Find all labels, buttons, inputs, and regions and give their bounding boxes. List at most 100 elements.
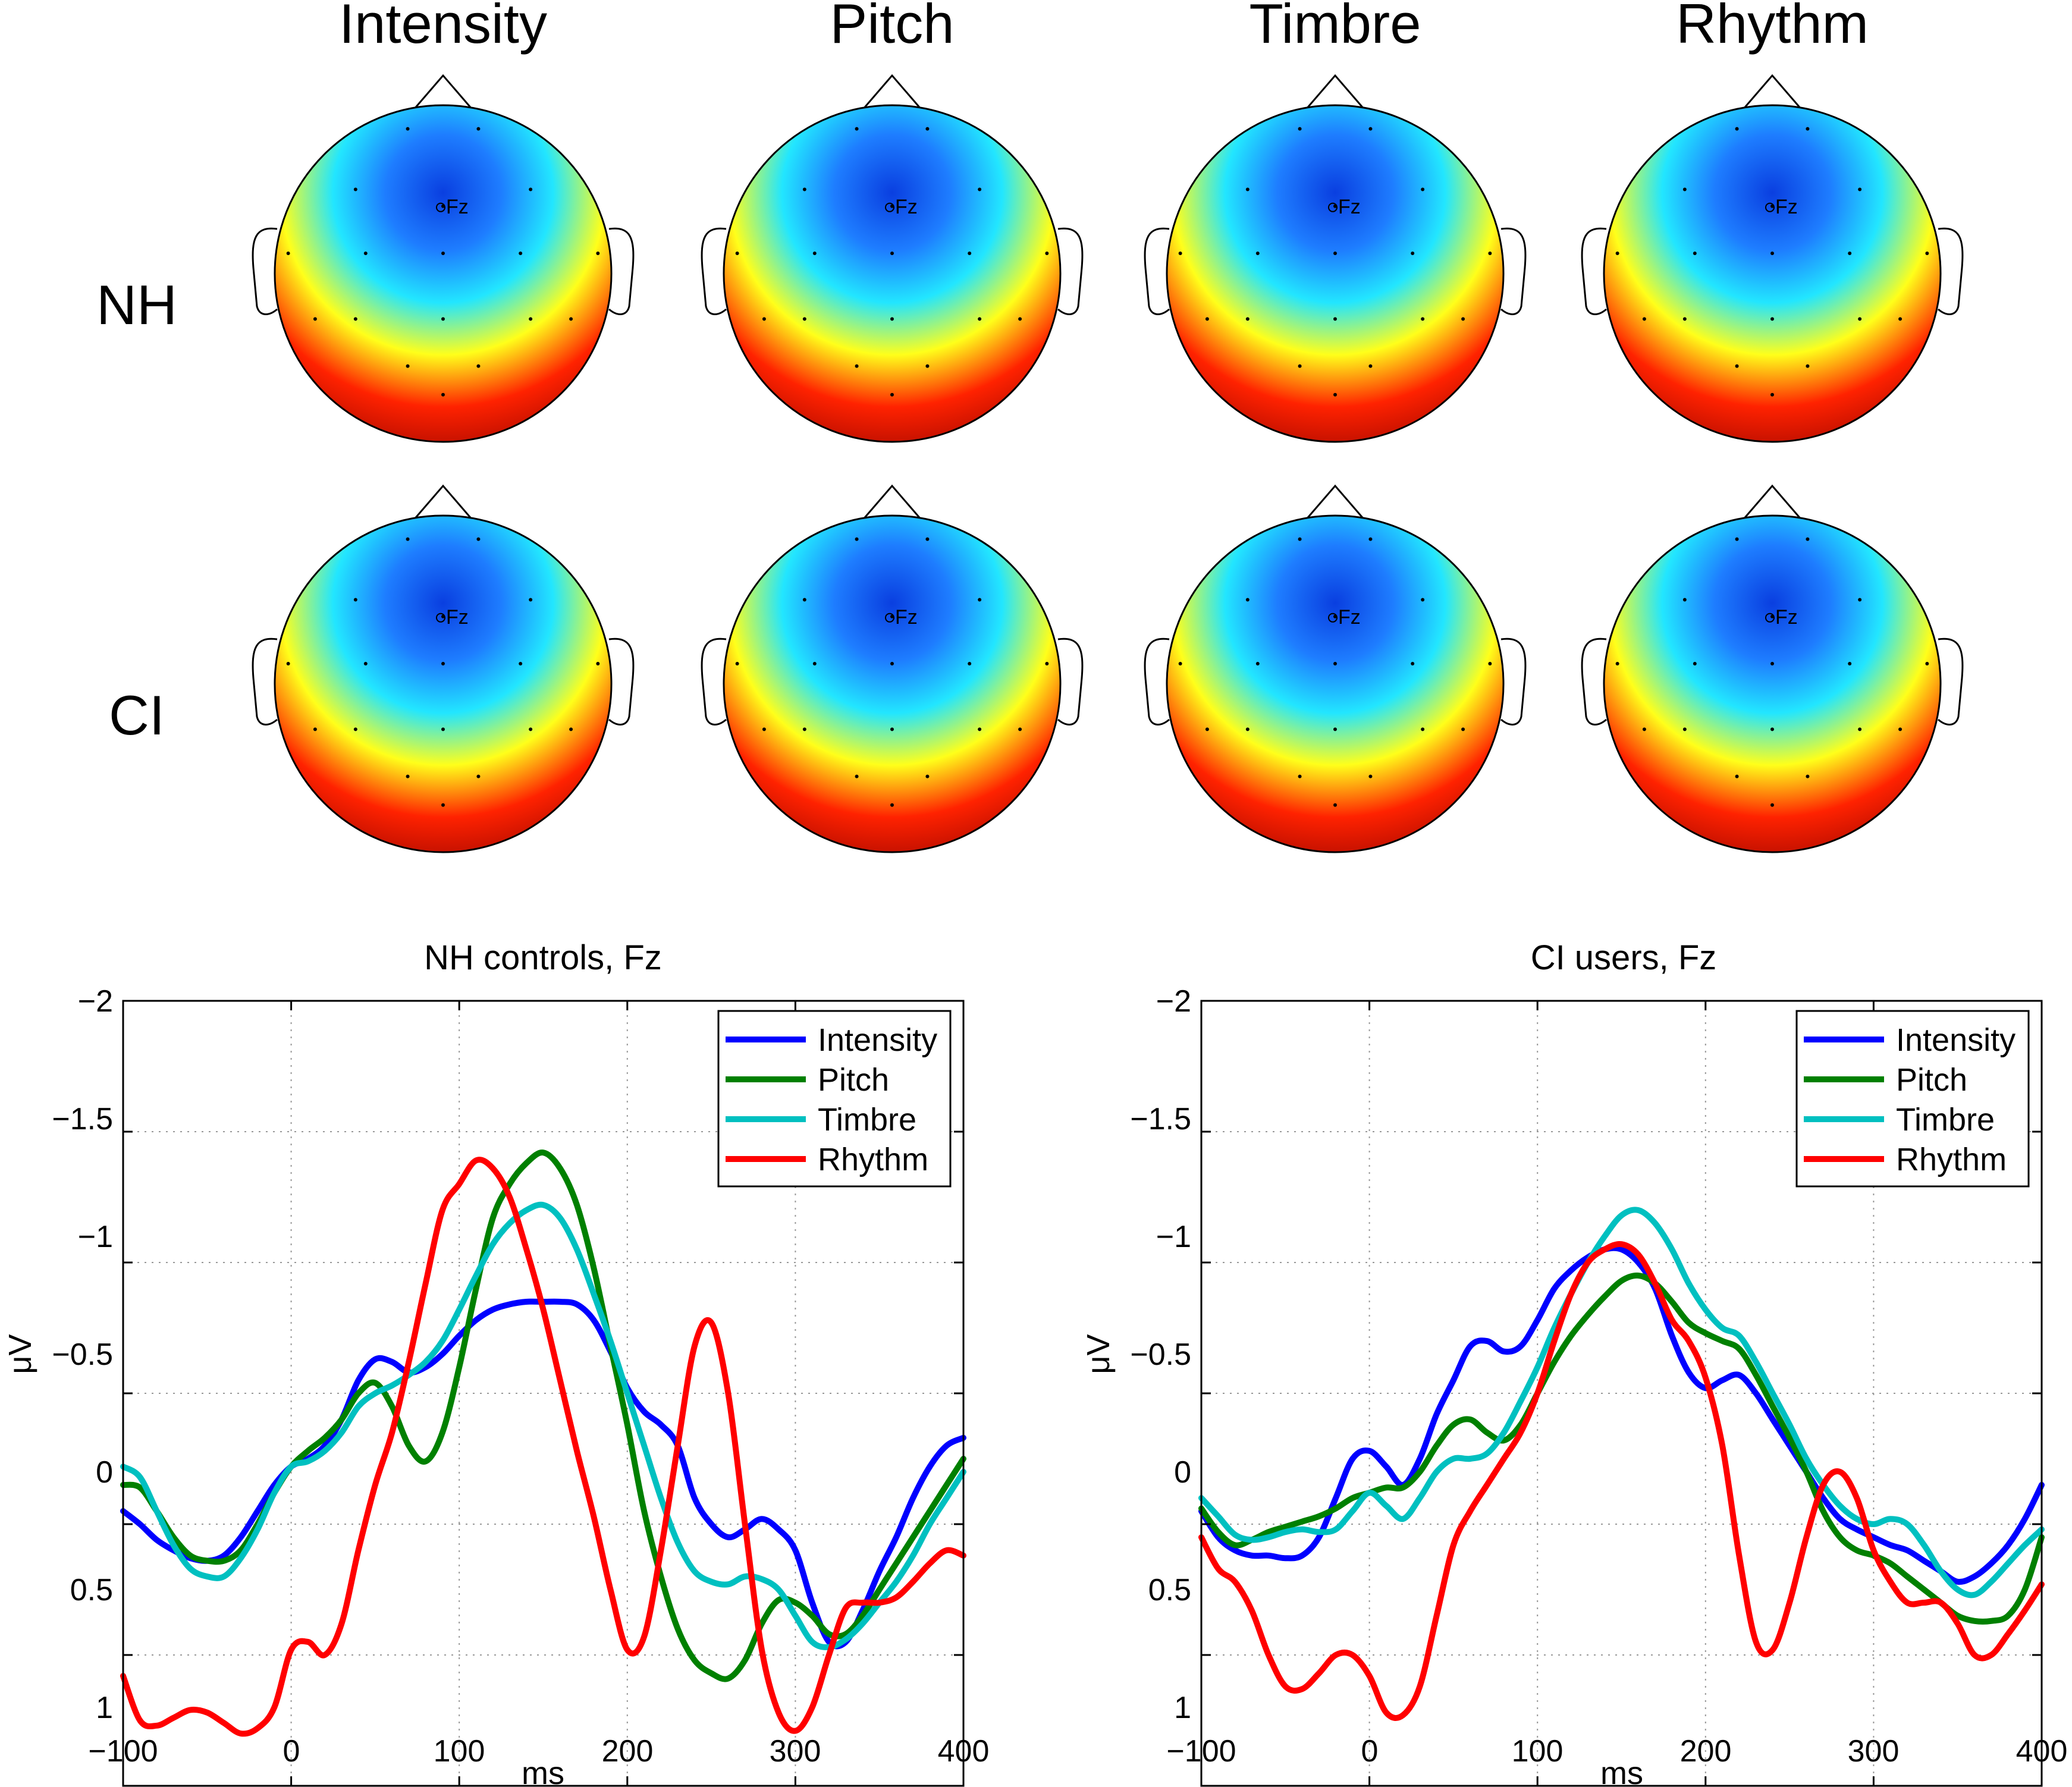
legend-label-intensity: Intensity (818, 1022, 937, 1058)
electrode-dot (406, 364, 410, 368)
electrode-dot (1770, 803, 1774, 807)
x-tick-label: 0 (283, 1734, 300, 1769)
electrode-dot (1642, 317, 1646, 321)
electrode-dot (1178, 252, 1182, 256)
electrode-dot (569, 317, 573, 321)
nose-outline (861, 484, 923, 521)
electrode-dot (890, 317, 894, 321)
scalp-map (274, 104, 613, 443)
electrode-dot (890, 727, 894, 731)
electrode-dot (1461, 727, 1465, 731)
y-axis-label: μV (1081, 1334, 1116, 1374)
electrode-dot (529, 598, 533, 602)
electrode-dot (802, 187, 806, 191)
electrode-dot (1421, 598, 1425, 602)
fz-electrode-label: Fz (1338, 196, 1361, 218)
fz-electrode-marker (885, 202, 894, 212)
fz-electrode-label: Fz (1338, 606, 1361, 629)
electrode-dot (1368, 364, 1373, 368)
electrode-dot (762, 317, 766, 321)
series-line-timbre (1198, 1207, 2045, 1598)
electrode-dot (1770, 252, 1774, 256)
series-line-rhythm (1198, 1240, 2045, 1721)
electrode-dot (1693, 662, 1697, 666)
legend-label-timbre: Timbre (1896, 1102, 1995, 1138)
left-ear-outline (1144, 637, 1170, 726)
topomap-ci-intensity: Fz (252, 484, 635, 853)
fz-electrode-marker (1328, 613, 1338, 623)
fz-electrode-label: Fz (895, 606, 918, 629)
fz-electrode-marker (885, 613, 894, 623)
electrode-dot (1461, 317, 1465, 321)
fz-electrode-label: Fz (446, 196, 469, 218)
electrode-dot (1333, 662, 1337, 666)
electrode-dot (1615, 662, 1619, 666)
nose-outline (1741, 484, 1803, 521)
electrode-dot (406, 774, 410, 778)
electrode-dot (1245, 727, 1250, 731)
electrode-dot (1770, 392, 1774, 397)
right-ear-outline (1500, 637, 1527, 726)
left-ear-outline (701, 227, 727, 315)
nose-outline (1304, 484, 1366, 521)
x-tick-label: 200 (602, 1734, 654, 1769)
electrode-dot (1245, 598, 1250, 602)
column-title-pitch: Pitch (830, 0, 955, 55)
electrode-dot (441, 803, 445, 807)
y-tick-label: −2 (78, 984, 113, 1019)
electrode-dot (1615, 252, 1619, 256)
electrode-dot (1333, 803, 1337, 807)
series-line-rhythm (120, 1157, 966, 1737)
x-tick-labels: −100 0 100 200 300 400 (1166, 1734, 2067, 1769)
electrode-dot (802, 598, 806, 602)
topomap-nh-intensity: Fz (252, 74, 635, 443)
scalp-map (1603, 104, 1942, 443)
y-tick-label: 0.5 (1148, 1573, 1191, 1607)
electrode-dot (1298, 364, 1302, 368)
electrode-dot (812, 252, 817, 256)
electrode-dot (286, 252, 290, 256)
series-line-intensity (120, 1298, 966, 1650)
topomap-row-labels: NH CI (96, 274, 177, 746)
electrode-dot (978, 727, 982, 731)
y-tick-label: −1.5 (52, 1102, 113, 1136)
electrode-dot (1255, 662, 1260, 666)
electrode-dot (1298, 774, 1302, 778)
topomap-column-titles: Intensity Pitch Timbre Rhythm (339, 0, 1869, 55)
electrode-dot (1806, 537, 1810, 541)
y-tick-label: −0.5 (1130, 1337, 1191, 1372)
electrode-dot (1682, 727, 1687, 731)
electrode-dot (363, 252, 368, 256)
fz-electrode-marker (1765, 202, 1775, 212)
scalp-map (274, 514, 613, 853)
electrode-dot (441, 727, 445, 731)
electrode-dot (925, 364, 930, 368)
nose-outline (412, 74, 474, 111)
x-tick-label: −100 (1166, 1734, 1236, 1769)
electrode-dot (1045, 662, 1049, 666)
electrode-dot (762, 727, 766, 731)
y-tick-labels: −2 −1.5 −1 −0.5 0 0.5 1 (52, 984, 113, 1725)
left-ear-outline (252, 637, 278, 726)
electrode-dot (802, 727, 806, 731)
x-tick-label: −100 (88, 1734, 158, 1769)
electrode-dot (890, 392, 894, 397)
legend-label-pitch: Pitch (1896, 1062, 1967, 1098)
fz-electrode-marker (1328, 202, 1338, 212)
electrode-dot (406, 537, 410, 541)
nose-outline (861, 74, 923, 111)
electrode-dot (978, 187, 982, 191)
electrode-dot (353, 598, 357, 602)
electrode-dot (1898, 317, 1903, 321)
right-ear-outline (1500, 227, 1527, 315)
chart-ci-users: CI users, Fz −100 0 100 200 300 400 −2 −… (1081, 938, 2067, 1787)
electrode-dot (1255, 252, 1260, 256)
electrode-dot (735, 252, 739, 256)
topomap-nh-timbre: Fz (1144, 74, 1527, 443)
y-tick-label: 0 (1174, 1455, 1191, 1490)
legend-label-pitch: Pitch (818, 1062, 889, 1098)
column-title-timbre: Timbre (1250, 0, 1421, 55)
electrode-dot (476, 537, 481, 541)
electrode-dot (1806, 127, 1810, 131)
right-ear-outline (1938, 637, 1964, 726)
